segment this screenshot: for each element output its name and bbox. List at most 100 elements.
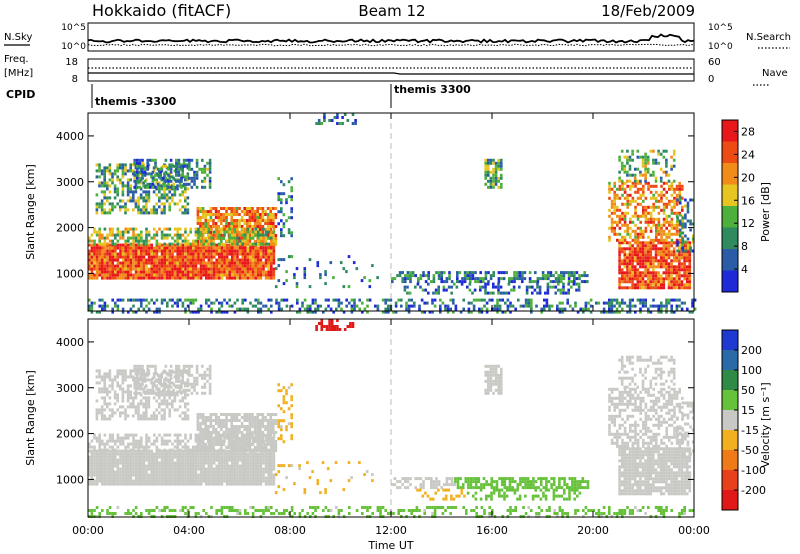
power-data-cell	[208, 170, 212, 174]
power-data-cell	[163, 249, 166, 253]
velocity-data-cell	[142, 464, 146, 468]
velocity-data-cell	[231, 476, 234, 480]
power-data-cell	[171, 267, 174, 271]
power-data-cell	[615, 310, 619, 314]
power-data-cell	[335, 307, 338, 311]
velocity-data-cell	[181, 479, 185, 483]
power-data-cell	[445, 288, 448, 292]
velocity-data-cell	[249, 452, 252, 456]
power-data-cell	[101, 267, 104, 271]
power-data-cell	[101, 273, 104, 277]
velocity-data-cell	[124, 452, 127, 456]
power-data-cell	[227, 213, 231, 216]
power-data-cell	[689, 198, 692, 202]
power-data-cell	[173, 264, 177, 268]
velocity-data-cell	[181, 449, 185, 453]
velocity-data-cell	[145, 479, 148, 483]
power-data-cell	[634, 184, 637, 188]
velocity-data-cell	[197, 479, 200, 483]
power-data-cell	[196, 240, 200, 243]
velocity-data-cell	[202, 452, 205, 456]
power-data-cell	[439, 310, 442, 314]
power-data-cell	[686, 204, 690, 208]
power-data-cell	[391, 280, 394, 284]
velocity-data-cell	[259, 455, 263, 459]
power-data-cell	[241, 252, 244, 256]
power-data-cell	[683, 247, 686, 251]
power-data-cell	[137, 258, 140, 262]
velocity-data-cell	[189, 461, 192, 465]
power-data-cell	[530, 304, 533, 308]
power-data-cell	[114, 264, 117, 268]
power-data-cell	[254, 276, 257, 280]
power-data-cell	[493, 304, 497, 308]
velocity-data-cell	[269, 419, 272, 422]
power-data-cell	[98, 169, 101, 173]
power-data-cell	[220, 219, 223, 222]
power-data-cell	[160, 255, 164, 259]
power-data-cell	[150, 261, 153, 265]
power-data-cell	[155, 270, 159, 274]
power-data-cell	[659, 250, 663, 254]
power-data-cell	[561, 310, 564, 314]
power-data-cell	[660, 184, 663, 188]
power-data-cell	[225, 258, 229, 262]
power-data-cell	[133, 158, 136, 162]
power-data-cell	[442, 285, 446, 289]
velocity-data-cell	[259, 479, 263, 483]
power-data-cell	[225, 239, 229, 243]
power-data-cell	[168, 249, 172, 253]
velocity-data-cell	[181, 476, 185, 480]
power-data-cell	[639, 271, 642, 275]
power-data-cell	[644, 274, 647, 278]
power-data-cell	[280, 210, 283, 214]
velocity-data-cell	[272, 413, 275, 416]
power-data-cell	[422, 274, 425, 278]
power-data-cell	[514, 307, 517, 311]
velocity-data-cell	[108, 445, 112, 449]
velocity-data-cell	[246, 476, 250, 480]
power-data-cell	[352, 261, 356, 265]
power-data-cell	[197, 230, 200, 234]
velocity-data-cell	[147, 458, 151, 462]
power-data-cell	[639, 196, 642, 200]
power-data-cell	[176, 252, 179, 256]
power-data-cell	[649, 253, 653, 257]
power-data-cell	[654, 250, 658, 254]
power-data-cell	[554, 285, 557, 289]
power-data-cell	[119, 178, 122, 182]
power-data-cell	[153, 233, 156, 237]
power-data-cell	[160, 270, 164, 274]
power-data-cell	[672, 149, 676, 153]
velocity-data-cell	[121, 473, 125, 477]
power-data-cell	[233, 242, 237, 246]
power-data-cell	[623, 256, 627, 260]
power-data-cell	[484, 164, 487, 168]
power-data-cell	[163, 205, 166, 209]
power-data-cell	[106, 267, 109, 271]
power-data-cell	[184, 199, 187, 203]
power-data-cell	[660, 208, 663, 212]
power-data-cell	[127, 267, 130, 271]
power-data-cell	[506, 304, 510, 308]
velocity-data-cell	[176, 482, 179, 486]
velocity-data-cell	[267, 479, 270, 483]
velocity-data-cell	[212, 413, 215, 416]
power-data-cell	[634, 238, 637, 242]
power-data-cell	[644, 161, 647, 165]
power-data-cell	[639, 155, 642, 159]
power-data-cell	[290, 195, 293, 199]
velocity-data-cell	[140, 467, 143, 471]
power-data-cell	[194, 298, 198, 302]
power-data-cell	[667, 286, 671, 290]
power-data-cell	[384, 301, 387, 305]
power-data-cell	[631, 173, 634, 177]
power-data-cell	[195, 185, 199, 189]
power-data-cell	[649, 280, 653, 284]
power-data-cell	[641, 301, 645, 305]
velocity-data-cell	[166, 455, 169, 459]
power-data-cell	[272, 255, 276, 259]
velocity-data-cell	[243, 413, 246, 416]
power-data-cell	[631, 283, 634, 287]
velocity-data-cell	[243, 416, 246, 419]
